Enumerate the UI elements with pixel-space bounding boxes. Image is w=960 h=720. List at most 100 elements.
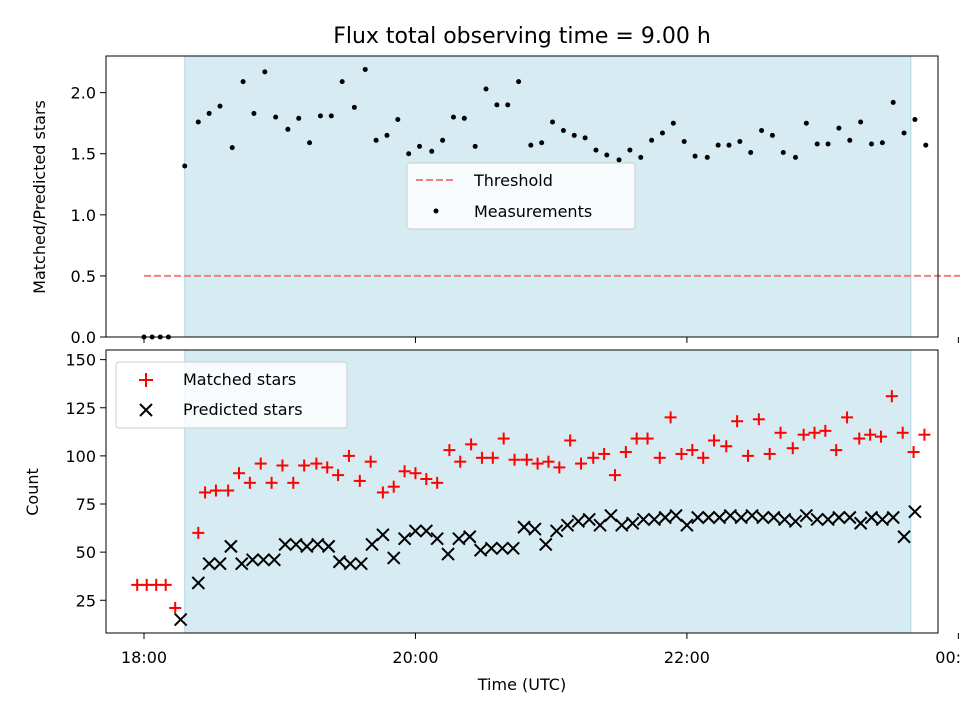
measurement-point bbox=[879, 140, 885, 146]
measurement-point bbox=[604, 152, 610, 158]
predicted-star-point bbox=[419, 524, 434, 538]
matched-star-point bbox=[520, 453, 533, 466]
predicted-star-point bbox=[560, 518, 575, 532]
matched-star-point bbox=[553, 461, 566, 474]
measurement-point bbox=[836, 125, 842, 131]
predicted-star-point bbox=[213, 556, 227, 571]
legend-predicted-swatch bbox=[139, 403, 153, 417]
predicted-star-point bbox=[256, 553, 271, 567]
measurement-point bbox=[296, 115, 302, 121]
matched-star-point bbox=[443, 444, 456, 457]
measurement-point bbox=[494, 102, 500, 108]
matched-star-point bbox=[564, 434, 577, 447]
predicted-star-point bbox=[173, 612, 188, 627]
predicted-star-point bbox=[224, 539, 238, 554]
legend-threshold-label: Threshold bbox=[473, 171, 553, 190]
matched-star-point bbox=[918, 428, 931, 441]
legend-predicted-label: Predicted stars bbox=[183, 400, 303, 419]
measurement-point bbox=[737, 139, 743, 145]
matched-star-point bbox=[630, 432, 643, 445]
measurement-point bbox=[384, 132, 390, 138]
predicted-star-point bbox=[387, 551, 401, 565]
predicted-star-point bbox=[571, 514, 586, 529]
measurement-point bbox=[351, 104, 357, 110]
predicted-star-point bbox=[321, 539, 336, 554]
matched-star-point bbox=[653, 451, 666, 464]
matched-star-point bbox=[819, 424, 832, 437]
predicted-star-point bbox=[658, 510, 672, 525]
predicted-star-point bbox=[647, 512, 662, 527]
matched-star-point bbox=[222, 484, 235, 497]
measurement-point bbox=[505, 102, 511, 108]
matched-star-point bbox=[265, 476, 278, 489]
predicted-star-point bbox=[604, 508, 618, 523]
count-points bbox=[131, 390, 931, 627]
matched-star-point bbox=[398, 465, 411, 478]
measurement-point bbox=[373, 137, 379, 143]
matched-star-point bbox=[465, 438, 478, 451]
bottom-y-axis-ticks: 25 50 75 100 125 150 bbox=[65, 351, 106, 610]
predicted-star-point bbox=[235, 556, 249, 571]
measurement-point bbox=[769, 132, 775, 138]
top-y-axis-label: Matched/Predicted stars bbox=[30, 100, 49, 294]
matched-star-point bbox=[387, 480, 400, 493]
measurement-point bbox=[825, 141, 831, 147]
measurement-point bbox=[317, 113, 323, 119]
predicted-star-point bbox=[788, 514, 803, 529]
measurement-point bbox=[240, 79, 246, 85]
top-y-tick-label: 1.5 bbox=[71, 145, 96, 164]
predicted-star-point bbox=[625, 516, 640, 530]
bottom-y-tick-label: 100 bbox=[65, 447, 96, 466]
matched-star-point bbox=[763, 447, 776, 460]
matched-star-point bbox=[431, 476, 444, 489]
predicted-star-point bbox=[832, 510, 846, 525]
legend-matched-label: Matched stars bbox=[183, 370, 296, 389]
measurement-point bbox=[692, 153, 698, 159]
predicted-star-point bbox=[821, 512, 835, 527]
predicted-star-point bbox=[484, 541, 499, 555]
predicted-star-point bbox=[495, 541, 510, 555]
measurement-point bbox=[759, 128, 765, 134]
measurement-point bbox=[195, 119, 201, 125]
measurement-point bbox=[649, 137, 655, 143]
measurement-point bbox=[206, 110, 212, 116]
measurement-point bbox=[715, 142, 721, 148]
measurement-point bbox=[792, 154, 798, 160]
measurement-point bbox=[912, 117, 918, 123]
matched-star-point bbox=[475, 451, 488, 464]
measurement-point bbox=[681, 139, 687, 145]
measurement-point bbox=[868, 141, 874, 147]
bottom-y-tick-label: 150 bbox=[65, 351, 96, 370]
predicted-star-point bbox=[669, 508, 683, 523]
measurement-point bbox=[483, 86, 489, 92]
predicted-star-point bbox=[191, 576, 206, 590]
measurement-point bbox=[539, 140, 545, 146]
predicted-star-point bbox=[343, 556, 358, 571]
matched-star-point bbox=[542, 455, 555, 468]
predicted-star-point bbox=[506, 541, 520, 555]
predicted-star-point bbox=[886, 510, 900, 525]
measurement-point bbox=[516, 79, 522, 85]
x-tick-label: 00:00 bbox=[935, 648, 960, 667]
measurement-point bbox=[395, 117, 401, 123]
predicted-star-point bbox=[311, 537, 325, 552]
measurement-point bbox=[847, 137, 853, 143]
measurement-point bbox=[362, 66, 368, 72]
matched-star-point bbox=[752, 413, 765, 426]
measurement-point bbox=[217, 103, 223, 109]
measurement-points bbox=[141, 66, 929, 340]
matched-star-point bbox=[169, 601, 182, 614]
matched-star-point bbox=[619, 446, 632, 459]
matched-star-point bbox=[874, 430, 887, 443]
x-axis-label: Time (UTC) bbox=[477, 675, 566, 694]
matched-star-point bbox=[864, 428, 877, 441]
matched-star-point bbox=[254, 457, 267, 470]
measurement-point bbox=[890, 99, 896, 105]
matched-star-point bbox=[199, 486, 212, 499]
predicted-star-point bbox=[593, 518, 607, 532]
matched-star-point bbox=[233, 467, 246, 480]
predicted-star-point bbox=[245, 553, 260, 567]
predicted-star-point bbox=[463, 530, 477, 544]
bottom-y-tick-label: 75 bbox=[76, 495, 96, 514]
bottom-y-tick-label: 50 bbox=[76, 543, 96, 562]
